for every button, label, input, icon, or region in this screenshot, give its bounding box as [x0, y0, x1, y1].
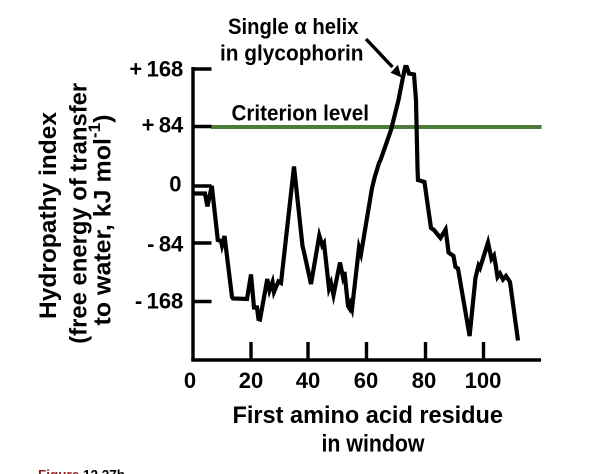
svg-text:in window: in window: [322, 431, 425, 458]
svg-text:80: 80: [412, 368, 436, 393]
svg-text:in glycophorin: in glycophorin: [220, 41, 364, 66]
svg-text:Single α helix: Single α helix: [228, 14, 359, 39]
svg-text:+ 168: + 168: [129, 56, 183, 81]
svg-text:to water, kJ mol-1): to water, kJ mol-1): [86, 114, 117, 325]
svg-text:0: 0: [169, 172, 181, 197]
svg-text:Figure 12.27b: Figure 12.27b: [38, 468, 125, 474]
svg-text:First amino acid residue: First amino acid residue: [233, 402, 504, 429]
svg-text:20: 20: [239, 368, 263, 393]
svg-text:0: 0: [184, 368, 196, 393]
svg-text:+ 84: + 84: [142, 112, 184, 137]
svg-text:60: 60: [354, 368, 378, 393]
svg-text:(free energy of transfer: (free energy of transfer: [66, 83, 93, 344]
svg-text:40: 40: [296, 368, 320, 393]
svg-text:Hydropathy index: Hydropathy index: [35, 111, 62, 319]
svg-text:- 168: - 168: [135, 289, 183, 314]
svg-text:Criterion level: Criterion level: [232, 101, 370, 126]
svg-text:- 84: - 84: [147, 231, 184, 256]
svg-text:100: 100: [465, 368, 502, 393]
